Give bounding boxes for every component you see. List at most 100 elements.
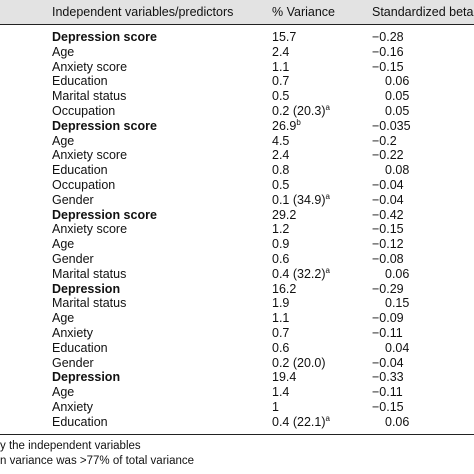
variable-cell: Gender [52,355,94,370]
variance-cell: 1.4 [272,385,289,399]
variance-cell: 16.2 [272,282,296,296]
variance-value: 0.6 [272,340,290,355]
variance-value: 0.7 [272,326,290,340]
variance-value: 1.1 [272,59,290,74]
beta-cell: 0.04 [385,340,410,355]
beta-cell: 0.06 [385,414,410,429]
variable-cell: Anxiety score [52,222,128,237]
footnote: y the independent variables [0,439,141,452]
variable-cell: Age [52,44,75,59]
variance-cell: 0.4 (32.2)a [272,265,330,281]
variance-value: 0.1 (34.9) [272,192,326,207]
header-cell: Independent variables/predictors [52,5,234,19]
beta-cell: −0.29 [372,281,404,296]
variance-cell: 15.7 [272,30,296,44]
variable-cell: Age [52,237,75,252]
beta-cell: −0.08 [372,252,404,266]
beta-cell: 0.05 [385,89,410,104]
variance-cell: 1.1 [272,60,289,74]
variance-value: 0.7 [272,74,290,89]
variance-value: 1.9 [272,296,290,311]
beta-cell: −0.33 [372,370,404,385]
beta-cell: −0.22 [372,148,404,163]
variable-cell: Education [52,163,108,178]
table-rule [0,433,474,435]
variance-value: 16.2 [272,281,297,296]
variable-cell: Depression score [52,118,157,133]
beta-cell: −0.28 [372,30,404,44]
beta-cell: −0.09 [372,311,404,326]
beta-cell: −0.11 [372,326,403,340]
variance-cell: 0.6 [272,341,289,355]
variance-value: 1.4 [272,385,290,400]
footnote-mark: a [325,265,330,275]
variable-cell: Depression score [52,207,157,222]
variance-value: 0.8 [272,163,290,178]
footnote-mark: a [325,102,330,112]
variance-value: 15.7 [272,30,297,44]
header-cell: % Variance [272,5,335,19]
variance-cell: 4.5 [272,134,289,148]
variance-cell: 1.9 [272,296,289,310]
beta-cell: 0.15 [385,296,410,311]
beta-cell: −0.15 [372,59,404,74]
variable-cell: Occupation [52,104,116,118]
variance-value: 0.4 (22.1) [272,414,326,429]
footnote-mark: a [325,191,330,201]
variance-cell: 26.9b [272,118,301,133]
table-header: Independent variables/predictors % Varia… [0,0,474,25]
beta-cell: 0.06 [385,266,410,281]
variable-cell: Marital status [52,266,127,281]
beta-cell: −0.15 [372,400,404,414]
variance-cell: 0.7 [272,74,289,88]
variable-cell: Gender [52,192,94,207]
beta-cell: −0.035 [372,118,411,133]
variance-cell: 1.1 [272,311,289,325]
variance-value: 0.5 [272,178,290,192]
variance-cell: 0.4 (22.1)a [272,413,330,429]
variance-cell: 29.2 [272,208,296,222]
beta-cell: −0.15 [372,222,404,237]
variable-cell: Depression [52,281,121,296]
variance-value: 0.6 [272,252,290,266]
variance-cell: 0.5 [272,178,289,192]
variance-value: 0.2 (20.0) [272,355,326,370]
variance-cell: 0.1 (34.9)a [272,191,330,207]
variable-cell: Anxiety score [52,148,128,163]
variance-cell: 2.4 [272,148,289,162]
variance-value: 4.5 [272,133,290,148]
variance-cell: 1 [272,400,279,414]
variance-cell: 0.9 [272,237,289,251]
variable-cell: Age [52,385,75,400]
variance-cell: 0.8 [272,163,289,177]
variance-value: 0.2 (20.3) [272,104,326,118]
beta-cell: 0.08 [385,163,410,178]
variance-value: 1.2 [272,222,290,237]
variable-cell: Gender [52,252,94,266]
variable-cell: Anxiety [52,326,93,340]
variance-cell: 0.2 (20.3)a [272,102,330,118]
variance-cell: 2.4 [272,45,289,59]
variance-cell: 0.7 [272,326,289,340]
beta-cell: −0.04 [372,192,404,207]
variance-value: 0.5 [272,89,290,104]
beta-cell: −0.16 [372,44,404,59]
variance-cell: 0.6 [272,252,289,266]
beta-cell: −0.42 [372,207,404,222]
variable-cell: Anxiety [52,400,93,414]
beta-cell: 0.05 [385,104,410,118]
beta-cell: −0.2 [372,133,397,148]
variance-value: 2.4 [272,148,290,163]
beta-cell: −0.12 [372,237,404,252]
footnote-mark: a [325,413,330,423]
variable-cell: Age [52,311,75,326]
beta-cell: −0.11 [372,385,403,400]
variance-value: 0.9 [272,237,290,252]
variable-cell: Anxiety score [52,59,128,74]
header-cell: Standardized beta [372,5,474,19]
beta-cell: −0.04 [372,178,404,192]
variable-cell: Occupation [52,178,116,192]
variance-value: 0.4 (32.2) [272,266,326,281]
variance-value: 26.9 [272,118,297,133]
variance-cell: 0.5 [272,89,289,103]
